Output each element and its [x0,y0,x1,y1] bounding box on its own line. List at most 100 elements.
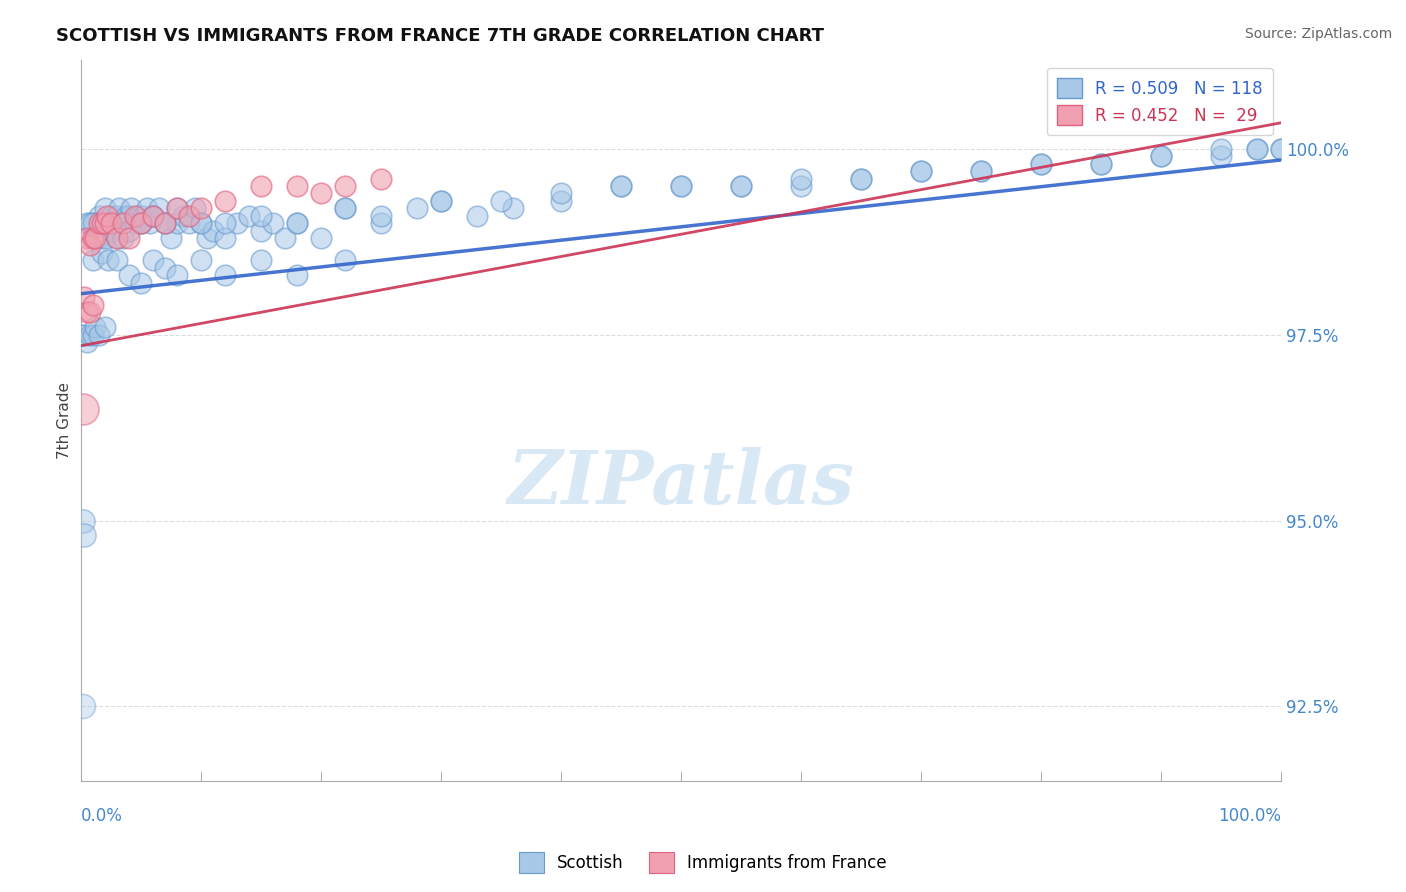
Point [333,201,356,215]
Point [76,305,98,319]
Point [177,216,200,230]
Point [166,201,188,215]
Point [190,216,212,230]
Point [1090,156,1112,170]
Point [190,253,212,268]
Point [214,268,236,283]
Point [141,209,163,223]
Point [105,253,128,268]
Point [72,699,94,714]
Legend: R = 0.509   N = 118, R = 0.452   N =  29: R = 0.509 N = 118, R = 0.452 N = 29 [1046,68,1272,136]
Point [172,209,194,223]
Point [117,231,139,245]
Point [609,178,631,193]
Point [111,216,134,230]
Point [153,260,176,275]
Point [1029,156,1052,170]
Point [129,216,152,230]
Point [105,231,128,245]
Point [849,171,872,186]
Point [1090,156,1112,170]
Point [97,253,120,268]
Point [96,209,118,223]
Point [79,327,101,342]
Point [76,231,98,245]
Point [82,253,104,268]
Point [84,231,107,245]
Point [225,216,247,230]
Point [669,178,692,193]
Point [141,209,163,223]
Point [190,201,212,215]
Point [100,209,122,223]
Point [141,209,163,223]
Point [100,223,122,237]
Point [183,201,205,215]
Point [730,178,752,193]
Point [201,223,224,237]
Point [1150,149,1173,163]
Point [93,231,115,245]
Point [1270,142,1292,156]
Point [1246,142,1268,156]
Point [91,246,114,260]
Point [285,268,308,283]
Point [970,164,993,178]
Point [309,186,332,201]
Y-axis label: 7th Grade: 7th Grade [58,382,72,458]
Point [87,209,110,223]
Point [153,216,176,230]
Point [129,216,152,230]
Point [91,216,114,230]
Point [87,327,110,342]
Point [115,209,138,223]
Point [93,320,115,334]
Point [82,298,104,312]
Point [105,231,128,245]
Point [87,231,110,245]
Point [93,216,115,230]
Point [111,216,134,230]
Point [285,178,308,193]
Point [429,194,451,208]
Point [249,178,271,193]
Point [129,276,152,290]
Point [117,223,139,237]
Point [141,253,163,268]
Point [72,514,94,528]
Point [489,194,512,208]
Point [153,216,176,230]
Text: Source: ZipAtlas.com: Source: ZipAtlas.com [1244,27,1392,41]
Point [73,528,96,542]
Point [502,201,524,215]
Point [249,209,271,223]
Point [177,209,200,223]
Point [73,327,96,342]
Point [153,216,176,230]
Point [214,216,236,230]
Point [84,320,107,334]
Point [669,178,692,193]
Point [550,194,572,208]
Point [73,291,96,305]
Text: 0.0%: 0.0% [80,806,122,825]
Point [238,209,260,223]
Point [96,216,118,230]
Point [1150,149,1173,163]
Point [132,209,155,223]
Point [333,253,356,268]
Point [285,216,308,230]
Point [87,216,110,230]
Point [273,231,295,245]
Point [195,231,218,245]
Point [790,178,813,193]
Point [79,238,101,252]
Point [849,171,872,186]
Point [214,194,236,208]
Point [910,164,932,178]
Text: 100.0%: 100.0% [1218,806,1281,825]
Point [370,209,392,223]
Point [139,216,162,230]
Point [970,164,993,178]
Point [76,216,98,230]
